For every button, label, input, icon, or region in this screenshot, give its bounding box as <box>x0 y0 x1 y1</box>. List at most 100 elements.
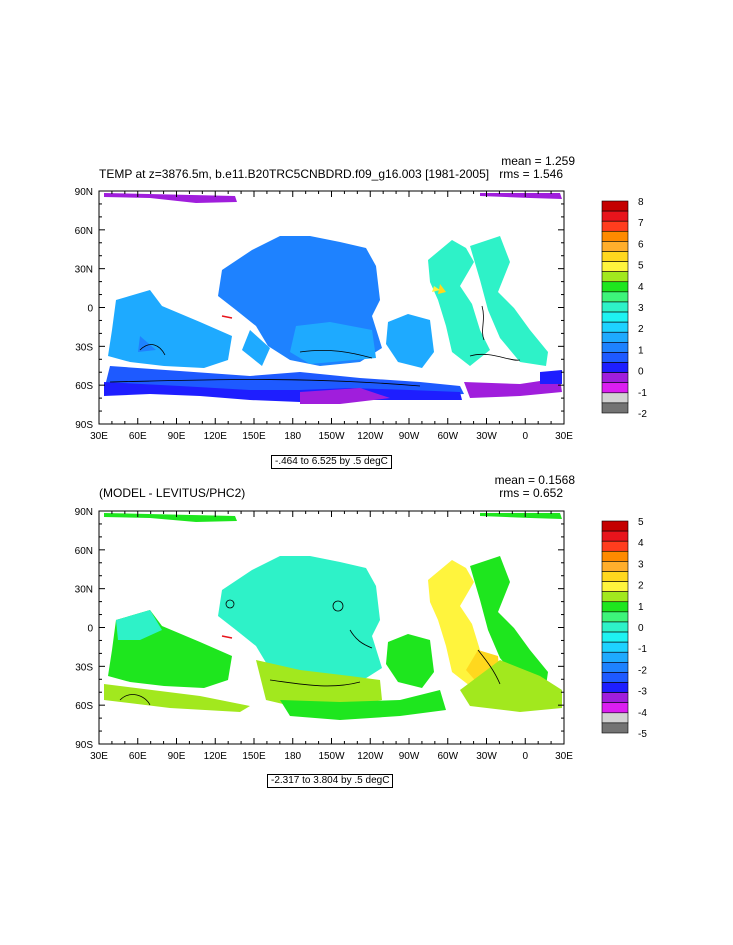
colorbar-swatch <box>601 581 629 592</box>
x-tick-label: 120W <box>357 431 384 442</box>
colorbar-label: 7 <box>638 218 644 229</box>
colorbar-label: 4 <box>638 282 644 293</box>
colorbar-swatch <box>601 251 629 262</box>
x-tick-label: 30E <box>90 751 108 762</box>
y-tick-label: 90S <box>75 740 93 751</box>
x-tick-label: 150E <box>242 751 266 762</box>
colorbar-swatch <box>601 241 629 252</box>
colorbar-swatch <box>601 722 629 734</box>
y-tick-label: 90N <box>75 187 93 198</box>
colorbar-label: 1 <box>638 345 644 356</box>
colorbar-swatch <box>601 702 629 714</box>
panel2-title: (MODEL - LEVITUS/PHC2) <box>99 486 246 500</box>
panel2-rms: rms = 0.652 <box>499 486 563 500</box>
x-tick-label: 0 <box>522 751 528 762</box>
colorbar-label: 3 <box>638 303 644 314</box>
colorbar-swatch <box>601 540 629 552</box>
colorbar-label: 4 <box>638 538 644 549</box>
colorbar-swatch <box>601 271 629 283</box>
y-tick-label: 30S <box>75 342 93 353</box>
colorbar-swatch <box>601 672 629 683</box>
colorbar-swatch <box>601 382 629 394</box>
colorbar-swatch <box>601 291 629 303</box>
colorbar-swatch <box>601 591 629 603</box>
y-tick-label: 60S <box>75 381 93 392</box>
colorbar-label: 2 <box>638 324 644 335</box>
colorbar-swatch <box>601 372 629 384</box>
x-tick-label: 120E <box>204 751 228 762</box>
x-tick-label: 90W <box>399 751 420 762</box>
x-tick-label: 60W <box>437 431 458 442</box>
colorbar-swatch <box>601 362 629 373</box>
colorbar-label: -1 <box>638 388 647 399</box>
x-tick-label: 30E <box>555 751 573 762</box>
colorbar-swatch <box>601 611 629 623</box>
y-tick-label: 0 <box>87 304 93 315</box>
colorbar-label: 1 <box>638 602 644 613</box>
colorbar-label: -2 <box>638 409 647 420</box>
colorbar-swatch <box>601 561 629 572</box>
x-tick-label: 30E <box>90 431 108 442</box>
colorbar-label: 0 <box>638 623 644 634</box>
colorbar-swatch <box>601 261 629 272</box>
colorbar-swatch <box>601 641 629 653</box>
colorbar-label: 0 <box>638 367 644 378</box>
colorbar-swatch <box>601 230 629 242</box>
panel1-title: TEMP at z=3876.5m, b.e11.B20TRC5CNBDRD.f… <box>99 167 490 181</box>
x-tick-label: 120W <box>357 751 384 762</box>
panel1-axes: 30E 60E 90E 120E 150E 180 150W 120W 90W 60W 30W 0 30… <box>75 187 574 442</box>
colorbar-swatch <box>601 662 629 673</box>
colorbar-swatch <box>601 682 629 693</box>
colorbar-swatch <box>601 392 629 404</box>
y-tick-label: 60S <box>75 701 93 712</box>
colorbar-swatch <box>601 601 629 613</box>
x-tick-label: 60W <box>437 751 458 762</box>
panel2-colorbar: 5 4 3 2 1 0 -1 -2 -3 -4 -5 <box>601 517 647 740</box>
colorbar-swatch <box>601 712 629 724</box>
colorbar-swatch <box>601 301 629 313</box>
colorbar-swatch <box>601 210 629 222</box>
colorbar-swatch <box>601 550 629 562</box>
colorbar-label: 6 <box>638 239 644 250</box>
x-tick-label: 0 <box>522 431 528 442</box>
y-tick-label: 90N <box>75 507 93 518</box>
y-tick-label: 30S <box>75 662 93 673</box>
colorbar-swatch <box>601 530 629 542</box>
x-tick-label: 90E <box>168 431 186 442</box>
y-tick-label: 30N <box>75 585 93 596</box>
colorbar-swatch <box>601 200 629 212</box>
x-tick-label: 30W <box>476 431 497 442</box>
x-tick-label: 90W <box>399 431 420 442</box>
x-tick-label: 150W <box>318 751 345 762</box>
panel1-temperature-field <box>104 193 562 404</box>
colorbar-label: 8 <box>638 197 644 208</box>
x-tick-label: 120E <box>204 431 228 442</box>
x-tick-label: 60E <box>129 431 147 442</box>
x-tick-label: 30E <box>555 431 573 442</box>
x-tick-label: 150E <box>242 431 266 442</box>
x-tick-label: 90E <box>168 751 186 762</box>
colorbar-label: 3 <box>638 559 644 570</box>
colorbar-swatch <box>601 402 629 414</box>
colorbar-label: -3 <box>638 687 647 698</box>
x-tick-label: 30W <box>476 751 497 762</box>
colorbar-label: 2 <box>638 581 644 592</box>
colorbar-label: -1 <box>638 644 647 655</box>
y-tick-label: 30N <box>75 265 93 276</box>
panel2-range-label: -2.317 to 3.804 by .5 degC <box>267 774 394 788</box>
y-tick-label: 90S <box>75 420 93 431</box>
y-tick-label: 0 <box>87 624 93 635</box>
x-tick-label: 180 <box>284 751 301 762</box>
colorbar-swatch <box>601 352 629 363</box>
colorbar-swatch <box>601 692 629 704</box>
colorbar-swatch <box>601 311 629 323</box>
panel1-colorbar: 8 7 6 5 4 3 2 1 0 -1 -2 <box>601 197 647 420</box>
colorbar-label: 5 <box>638 517 644 528</box>
colorbar-swatch <box>601 631 629 643</box>
colorbar-swatch <box>601 331 629 343</box>
colorbar-label: -4 <box>638 708 647 719</box>
colorbar-swatch <box>601 220 629 232</box>
colorbar-swatch <box>601 321 629 333</box>
panel2-mean: mean = 0.1568 <box>494 473 575 487</box>
